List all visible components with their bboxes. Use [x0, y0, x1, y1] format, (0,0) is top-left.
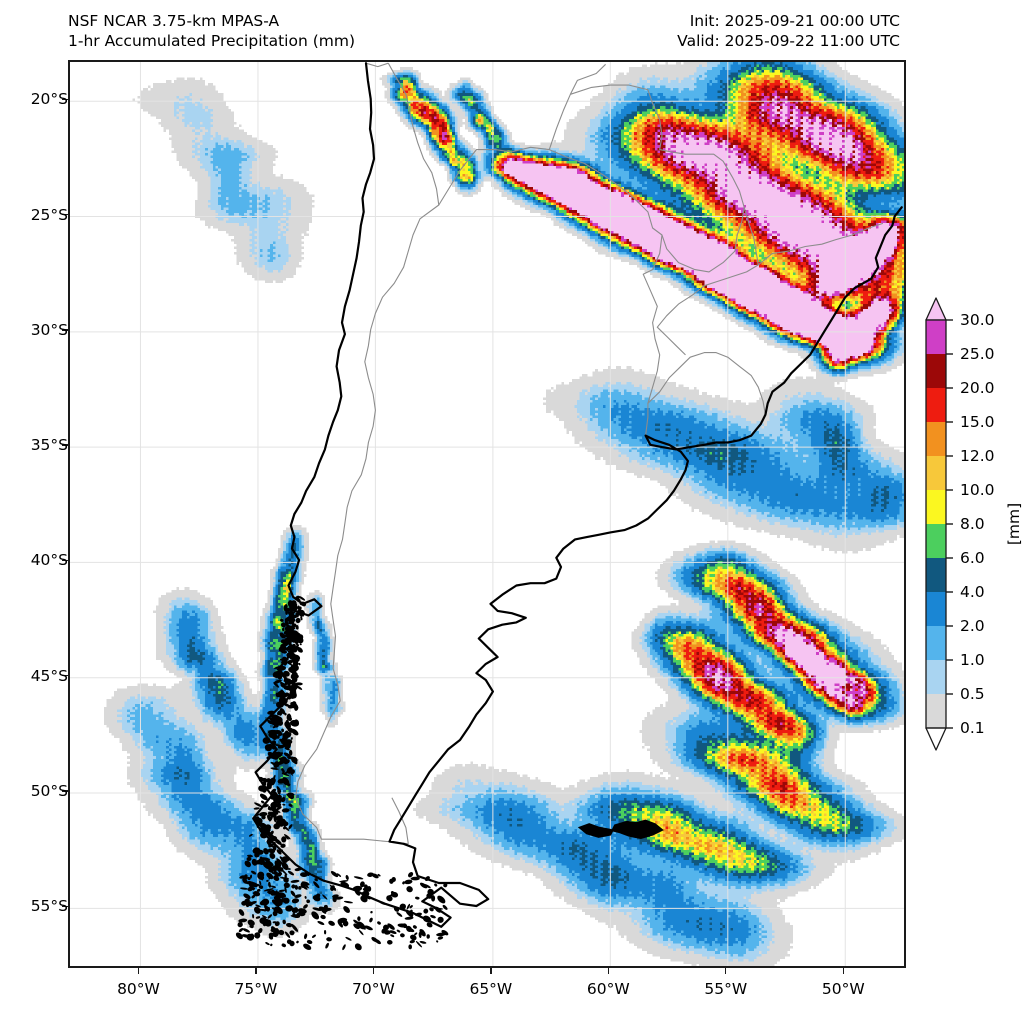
header: NSF NCAR 3.75-km MPAS-A 1-hr Accumulated… — [0, 0, 1036, 58]
y-tick-mark — [62, 559, 68, 562]
colorbar-swatches — [925, 297, 953, 751]
x-tick-mark — [255, 968, 257, 974]
x-tick-mark — [490, 968, 492, 974]
x-tick-label: 50°W — [821, 980, 865, 998]
colorbar-tick-label: 8.0 — [960, 515, 985, 533]
y-tick-label: 35°S — [30, 436, 68, 455]
country-borders — [294, 62, 884, 845]
x-tick-label: 65°W — [469, 980, 513, 998]
colorbar-tick-label: 4.0 — [960, 583, 985, 601]
colorbar-tick-label: 15.0 — [960, 413, 995, 431]
init-time: Init: 2025-09-21 00:00 UTC — [689, 12, 900, 30]
colorbar-tick-label: 10.0 — [960, 481, 995, 499]
x-tick-mark — [372, 968, 375, 974]
model-name: NSF NCAR 3.75-km MPAS-A — [68, 12, 280, 30]
x-tick-label: 80°W — [117, 980, 160, 998]
y-tick-label: 40°S — [30, 551, 68, 570]
colorbar-tick-label: 6.0 — [960, 549, 985, 567]
valid-time: Valid: 2025-09-22 11:00 UTC — [677, 32, 900, 50]
y-tick-mark — [62, 905, 68, 908]
y-tick-label: 20°S — [30, 90, 68, 109]
colorbar-tick-label: 2.0 — [960, 617, 985, 635]
y-tick-label: 50°S — [30, 782, 68, 801]
colorbar-tick-label: 1.0 — [960, 651, 985, 669]
x-tick-label: 55°W — [704, 980, 748, 998]
y-tick-mark — [62, 790, 68, 792]
map-plot-area — [68, 60, 906, 968]
x-tick-label: 70°W — [352, 980, 395, 998]
colorbar-tick-label: 30.0 — [960, 311, 995, 329]
field-name: 1-hr Accumulated Precipitation (mm) — [68, 32, 355, 50]
colorbar-tick-label: 12.0 — [960, 447, 995, 465]
x-tick-mark — [137, 968, 140, 974]
colorbar: [mm] 30.0 25.0 20.0 15.0 12.0 10.0 8.0 6.0 4.0 2.… — [918, 288, 1036, 760]
x-tick-label: 75°W — [234, 980, 278, 998]
y-tick-mark — [62, 675, 68, 677]
title-block: NSF NCAR 3.75-km MPAS-A 1-hr Accumulated… — [68, 11, 355, 51]
y-tick-label: 45°S — [30, 666, 68, 685]
precipitation-map — [70, 62, 904, 966]
x-tick-mark — [725, 968, 727, 974]
y-tick-mark — [62, 444, 68, 446]
x-tick-label: 60°W — [586, 980, 630, 998]
colorbar-tick-label: 25.0 — [960, 345, 995, 363]
y-tick-mark — [62, 329, 68, 331]
x-tick-mark — [607, 968, 610, 974]
x-tick-mark — [842, 968, 844, 974]
y-tick-mark — [62, 213, 68, 216]
coastlines — [235, 62, 903, 951]
colorbar-tick-label: 0.5 — [960, 685, 985, 703]
colorbar-tick-label: 20.0 — [960, 379, 995, 397]
y-tick-label: 55°S — [30, 897, 68, 916]
y-tick-label: 25°S — [30, 205, 68, 224]
precip-field — [103, 62, 904, 966]
graticule — [70, 62, 904, 966]
colorbar-tick-label: 0.1 — [960, 719, 985, 737]
timestamp-block: Init: 2025-09-21 00:00 UTC Valid: 2025-0… — [677, 11, 900, 51]
y-tick-label: 30°S — [30, 320, 68, 339]
colorbar-unit-label: [mm] — [1005, 502, 1023, 546]
y-tick-mark — [62, 98, 68, 100]
